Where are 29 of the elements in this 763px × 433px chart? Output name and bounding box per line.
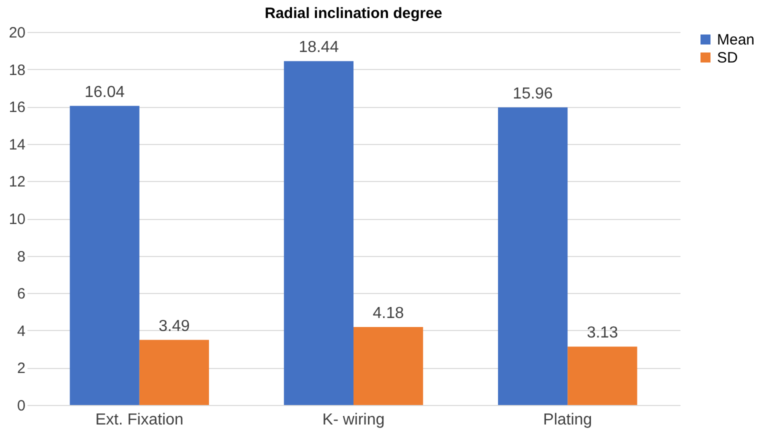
y-tick-label: 12 xyxy=(8,174,26,191)
bar xyxy=(354,327,424,405)
y-tick-label: 10 xyxy=(8,211,26,228)
data-label: 18.44 xyxy=(298,39,339,56)
legend-label: SD xyxy=(717,50,738,66)
data-label: 15.96 xyxy=(512,85,553,102)
bar xyxy=(70,106,140,405)
data-label: 3.13 xyxy=(586,324,618,342)
x-tick-label: Plating xyxy=(543,412,592,428)
legend-label: Mean xyxy=(717,32,755,48)
bar xyxy=(284,61,354,405)
y-tick-label: 18 xyxy=(8,62,26,79)
x-tick-label: Ext. Fixation xyxy=(95,412,184,428)
bar xyxy=(498,107,568,405)
y-tick-label: 8 xyxy=(17,248,26,266)
chart-title: Radial inclination degree xyxy=(264,5,442,22)
data-label: 3.49 xyxy=(158,318,190,335)
y-tick-label: 2 xyxy=(17,360,26,378)
y-tick-label: 6 xyxy=(17,286,26,303)
bar xyxy=(139,340,209,405)
x-tick-label: K- wiring xyxy=(322,412,385,428)
y-tick-label: 4 xyxy=(17,322,26,340)
y-tick-label: 0 xyxy=(17,398,26,414)
bar xyxy=(568,346,638,405)
data-label: 4.18 xyxy=(372,305,404,322)
y-tick-label: 20 xyxy=(8,24,26,42)
data-label: 16.04 xyxy=(84,84,125,101)
y-tick-label: 14 xyxy=(8,136,26,154)
y-tick-label: 16 xyxy=(8,99,26,116)
